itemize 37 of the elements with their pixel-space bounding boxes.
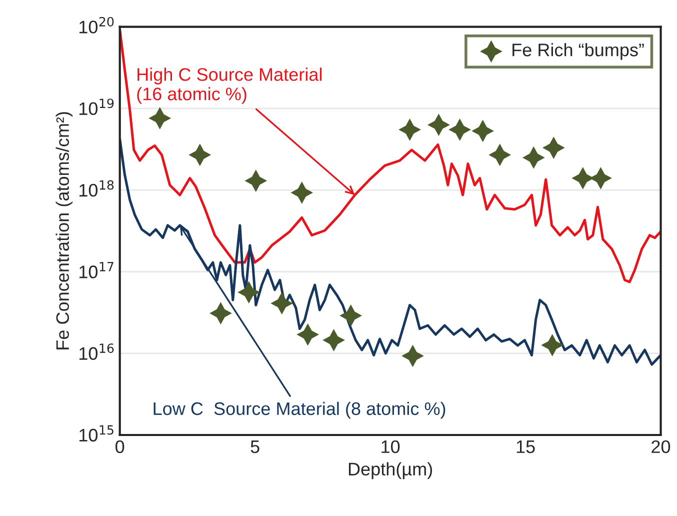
x-tick-label: 20 (652, 440, 670, 454)
point (188, 144, 212, 166)
point (398, 118, 421, 141)
annotation: High C Source Material (16 atomic %) (137, 68, 322, 104)
point (541, 334, 564, 356)
legend-label: Fe Rich “bumps” (512, 43, 644, 60)
y-tick-label: 10$^{19}$ (80, 98, 114, 116)
point (148, 106, 172, 130)
point (472, 120, 494, 142)
y-tick-label: 10$^{16}$ (80, 343, 114, 360)
x-tick-label: 10 (382, 440, 400, 454)
point (290, 181, 314, 204)
y-tick-label: 10$^{15}$ (80, 425, 114, 442)
x-axis-title: Depth(µm) (348, 462, 432, 480)
point (542, 136, 565, 159)
x-tick-label: 5 (250, 440, 260, 454)
y-tick-label: 10$^{18}$ (80, 180, 114, 197)
point (244, 170, 268, 192)
x-tick-label: 0 (116, 440, 124, 454)
point (322, 328, 345, 352)
point (296, 323, 319, 346)
point (488, 144, 512, 166)
y-axis-title: Fe Concentration (atoms/cm²) (56, 112, 73, 350)
point (340, 304, 362, 327)
point (428, 114, 450, 136)
point (210, 302, 232, 324)
line-series (120, 28, 661, 284)
point (238, 281, 260, 304)
y-tick-label: 10$^{20}$ (80, 16, 114, 34)
point (270, 292, 294, 315)
point (590, 166, 612, 190)
x-tick-label: 15 (516, 440, 535, 454)
y-tick-label: 10$^{17}$ (80, 262, 114, 278)
point (522, 146, 545, 169)
point (448, 118, 471, 141)
point (402, 344, 424, 368)
annotation: Low C Source Material (8 atomic %) (154, 402, 446, 419)
